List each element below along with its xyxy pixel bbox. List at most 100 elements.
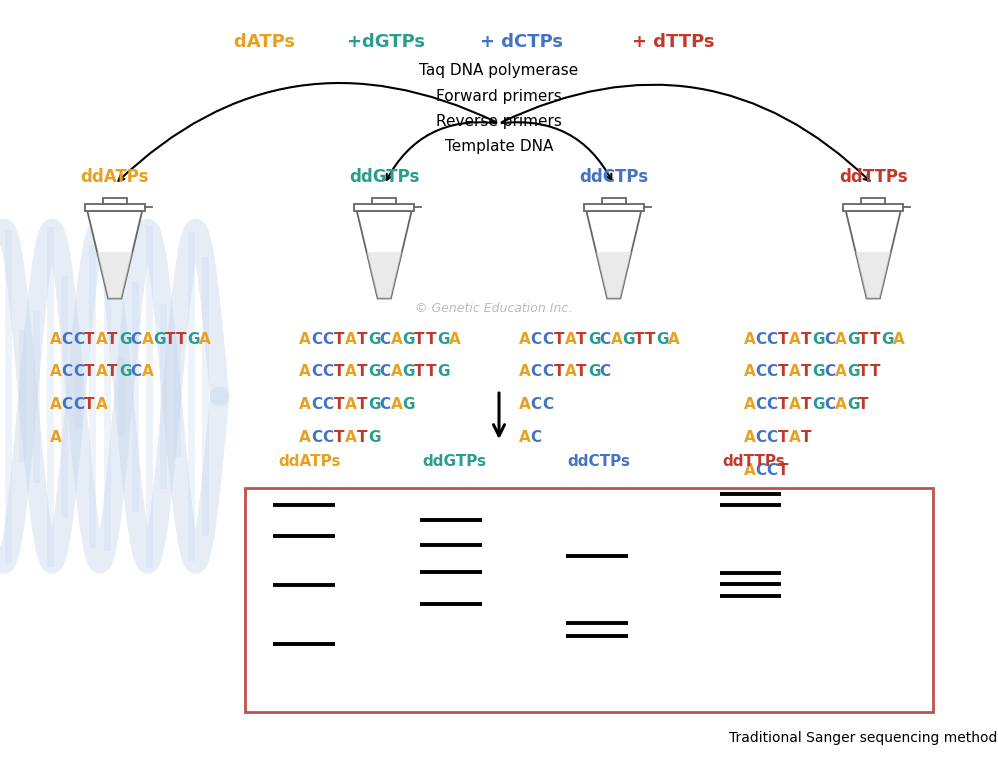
Text: C: C: [311, 364, 322, 379]
Bar: [843, 203, 903, 211]
Polygon shape: [846, 211, 900, 299]
Text: C: C: [542, 331, 553, 347]
Text: C: C: [754, 331, 766, 347]
Text: C: C: [322, 430, 333, 445]
Text: C: C: [311, 430, 322, 445]
Text: A: A: [744, 463, 755, 478]
Text: C: C: [62, 331, 73, 347]
Text: A: A: [50, 331, 62, 347]
Text: T: T: [414, 331, 425, 347]
Text: G: G: [812, 331, 825, 347]
Text: A: A: [299, 430, 311, 445]
Text: A: A: [50, 397, 62, 412]
Text: G: G: [846, 397, 859, 412]
Text: T: T: [800, 331, 811, 347]
Text: T: T: [553, 331, 564, 347]
Text: C: C: [823, 397, 835, 412]
Text: A: A: [345, 331, 357, 347]
Text: T: T: [177, 331, 187, 347]
Text: T: T: [357, 331, 367, 347]
Text: T: T: [84, 397, 95, 412]
Text: A: A: [835, 397, 847, 412]
Text: T: T: [777, 331, 788, 347]
Text: + dTTPs: + dTTPs: [632, 33, 715, 51]
Text: C: C: [379, 364, 391, 379]
Text: A: A: [789, 397, 801, 412]
Text: © Genetic Education Inc.: © Genetic Education Inc.: [415, 302, 573, 315]
Text: ddTTPs: ddTTPs: [839, 168, 907, 186]
Text: ddCTPs: ddCTPs: [567, 453, 631, 469]
Text: C: C: [130, 364, 142, 379]
Bar: [354, 203, 414, 211]
Bar: [245, 488, 933, 712]
Text: G: G: [368, 430, 381, 445]
Text: Forward primers: Forward primers: [436, 88, 562, 104]
Text: T: T: [333, 331, 344, 347]
Text: C: C: [542, 397, 553, 412]
Text: A: A: [519, 364, 531, 379]
Text: T: T: [634, 331, 645, 347]
Text: C: C: [73, 364, 84, 379]
Text: A: A: [142, 331, 154, 347]
Text: A: A: [142, 364, 154, 379]
Bar: [85, 203, 145, 211]
Text: A: A: [789, 364, 801, 379]
Text: A: A: [565, 331, 577, 347]
Text: G: G: [812, 397, 825, 412]
Polygon shape: [587, 211, 641, 299]
Text: C: C: [130, 331, 142, 347]
Text: C: C: [531, 430, 542, 445]
Text: T: T: [107, 331, 118, 347]
Text: C: C: [766, 463, 777, 478]
Text: T: T: [165, 331, 176, 347]
Text: G: G: [403, 364, 415, 379]
Text: ddATPs: ddATPs: [81, 168, 149, 186]
Text: C: C: [379, 397, 391, 412]
Text: C: C: [766, 331, 777, 347]
Text: T: T: [800, 430, 811, 445]
Text: T: T: [576, 331, 587, 347]
Text: A: A: [835, 331, 847, 347]
Text: T: T: [357, 364, 367, 379]
Text: T: T: [357, 397, 367, 412]
Text: C: C: [823, 364, 835, 379]
Text: T: T: [553, 364, 564, 379]
Polygon shape: [88, 211, 142, 299]
Text: C: C: [73, 331, 84, 347]
Text: C: C: [754, 397, 766, 412]
Text: A: A: [50, 364, 62, 379]
Text: T: T: [777, 397, 788, 412]
Text: Taq DNA polymerase: Taq DNA polymerase: [419, 63, 579, 78]
Text: T: T: [858, 364, 869, 379]
Text: G: G: [846, 364, 859, 379]
Text: C: C: [531, 397, 542, 412]
Text: ddCTPs: ddCTPs: [579, 168, 649, 186]
Text: A: A: [449, 331, 460, 347]
Text: A: A: [299, 397, 311, 412]
Polygon shape: [596, 252, 632, 299]
Text: A: A: [835, 364, 847, 379]
Text: A: A: [744, 430, 755, 445]
Text: T: T: [645, 331, 656, 347]
Text: C: C: [542, 364, 553, 379]
Text: A: A: [391, 397, 403, 412]
Text: A: A: [789, 331, 801, 347]
Polygon shape: [602, 198, 626, 203]
Text: C: C: [311, 331, 322, 347]
Text: T: T: [426, 331, 436, 347]
Text: A: A: [200, 331, 211, 347]
Text: G: G: [119, 331, 132, 347]
Text: G: G: [846, 331, 859, 347]
Text: C: C: [62, 364, 73, 379]
Text: G: G: [403, 331, 415, 347]
Text: C: C: [754, 364, 766, 379]
Text: T: T: [777, 364, 788, 379]
Text: A: A: [96, 364, 108, 379]
Text: G: G: [153, 331, 166, 347]
Text: A: A: [744, 397, 755, 412]
Text: T: T: [858, 331, 869, 347]
Text: C: C: [754, 463, 766, 478]
Text: A: A: [96, 331, 108, 347]
Polygon shape: [372, 198, 396, 203]
Text: G: G: [588, 331, 601, 347]
